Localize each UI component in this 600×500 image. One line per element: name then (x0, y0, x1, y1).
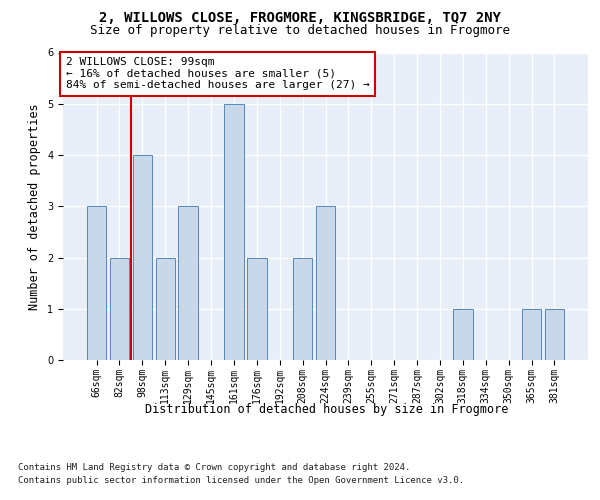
Bar (178, 206, 198, 360)
Text: Size of property relative to detached houses in Frogmore: Size of property relative to detached ho… (90, 24, 510, 37)
Bar (224, 104, 244, 360)
Text: Distribution of detached houses by size in Frogmore: Distribution of detached houses by size … (145, 402, 509, 415)
Text: 2 WILLOWS CLOSE: 99sqm
← 16% of detached houses are smaller (5)
84% of semi-deta: 2 WILLOWS CLOSE: 99sqm ← 16% of detached… (65, 57, 370, 90)
Text: Contains HM Land Registry data © Crown copyright and database right 2024.: Contains HM Land Registry data © Crown c… (18, 462, 410, 471)
Bar (453, 308, 473, 360)
Bar (110, 258, 129, 360)
Bar (87, 206, 106, 360)
Bar (522, 308, 541, 360)
Bar (293, 258, 313, 360)
Text: Contains public sector information licensed under the Open Government Licence v3: Contains public sector information licen… (18, 476, 464, 485)
Bar (155, 258, 175, 360)
Bar (133, 155, 152, 360)
Bar (545, 308, 564, 360)
Bar (247, 258, 266, 360)
Y-axis label: Number of detached properties: Number of detached properties (28, 103, 41, 310)
Bar (316, 206, 335, 360)
Text: 2, WILLOWS CLOSE, FROGMORE, KINGSBRIDGE, TQ7 2NY: 2, WILLOWS CLOSE, FROGMORE, KINGSBRIDGE,… (99, 12, 501, 26)
